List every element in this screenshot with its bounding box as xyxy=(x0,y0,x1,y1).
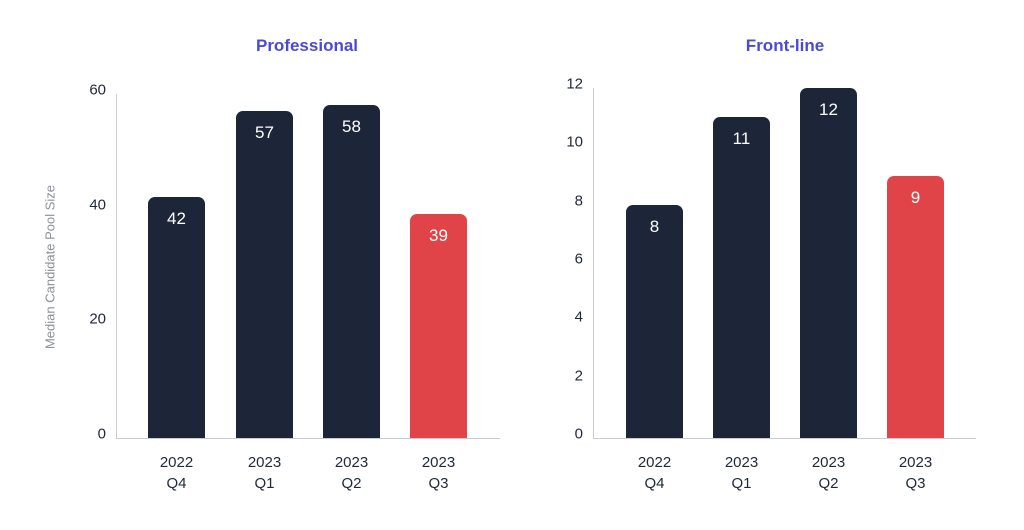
chart-title: Front-line xyxy=(745,36,825,55)
chart-title: Professional xyxy=(255,36,359,55)
bar-value-label: 12 xyxy=(819,100,838,119)
bar-value-label: 39 xyxy=(429,226,448,246)
x-tick-quarter: Q2 xyxy=(818,475,839,492)
y-tick-label: 0 xyxy=(97,425,106,443)
x-axis-line xyxy=(593,438,976,439)
bar-2023-q3: 9 xyxy=(887,175,944,438)
x-axis-line xyxy=(116,438,500,439)
x-tick-year: 2023 xyxy=(724,454,759,471)
y-tick-label: 4 xyxy=(574,308,583,326)
y-tick-label: 40 xyxy=(89,196,106,214)
x-tick-year: 2023 xyxy=(247,454,282,471)
x-tick-year: 2023 xyxy=(334,454,369,471)
x-tick-label: 2023 Q3 xyxy=(876,452,956,494)
x-tick-quarter: Q3 xyxy=(428,475,449,492)
x-tick-quarter: Q1 xyxy=(731,475,752,492)
bar-value-label: 42 xyxy=(167,209,186,229)
bar-2023-q2: 58 xyxy=(323,105,380,438)
bar-value-label: 9 xyxy=(910,187,921,207)
x-tick-year: 2023 xyxy=(811,454,846,471)
x-tick-label: 2023 Q3 xyxy=(399,452,479,494)
bar-value-label: 58 xyxy=(342,117,361,137)
x-tick-quarter: Q3 xyxy=(905,475,926,492)
y-tick-label: 0 xyxy=(574,425,583,443)
y-tick-label: 60 xyxy=(89,81,106,99)
x-tick-label: 2022 Q4 xyxy=(615,452,695,494)
x-tick-year: 2022 xyxy=(637,454,672,471)
x-tick-label: 2023 Q1 xyxy=(702,452,782,494)
x-tick-quarter: Q2 xyxy=(341,475,362,492)
y-axis-line xyxy=(116,94,117,438)
x-tick-quarter: Q4 xyxy=(166,475,187,492)
y-tick-label: 2 xyxy=(574,367,583,385)
x-tick-label: 2023 Q2 xyxy=(789,452,869,494)
bar-2022-q4: 42 xyxy=(148,197,205,438)
bar-value-label: 11 xyxy=(732,129,751,149)
y-tick-label: 8 xyxy=(574,192,583,210)
bar-value-label: 8 xyxy=(649,216,660,236)
x-tick-label: 2023 Q1 xyxy=(225,452,305,494)
x-tick-year: 2023 xyxy=(421,454,456,471)
bar-2022-q4: 8 xyxy=(626,204,683,438)
bar-2023-q2: 12 xyxy=(800,88,857,438)
y-tick-label: 12 xyxy=(566,75,583,93)
y-tick-label: 20 xyxy=(89,310,106,328)
y-tick-label: 6 xyxy=(574,250,583,268)
x-tick-quarter: Q4 xyxy=(644,475,665,492)
x-tick-label: 2022 Q4 xyxy=(137,452,217,494)
bar-value-label: 57 xyxy=(255,123,274,143)
bar-2023-q3: 39 xyxy=(410,214,467,438)
x-tick-year: 2023 xyxy=(898,454,933,471)
x-tick-year: 2022 xyxy=(159,454,194,471)
y-tick-label: 10 xyxy=(566,133,583,151)
bar-2023-q1: 57 xyxy=(236,111,293,438)
x-tick-quarter: Q1 xyxy=(254,475,275,492)
bar-2023-q1: 11 xyxy=(713,117,770,438)
x-tick-label: 2023 Q2 xyxy=(312,452,392,494)
y-axis-line xyxy=(593,88,594,438)
